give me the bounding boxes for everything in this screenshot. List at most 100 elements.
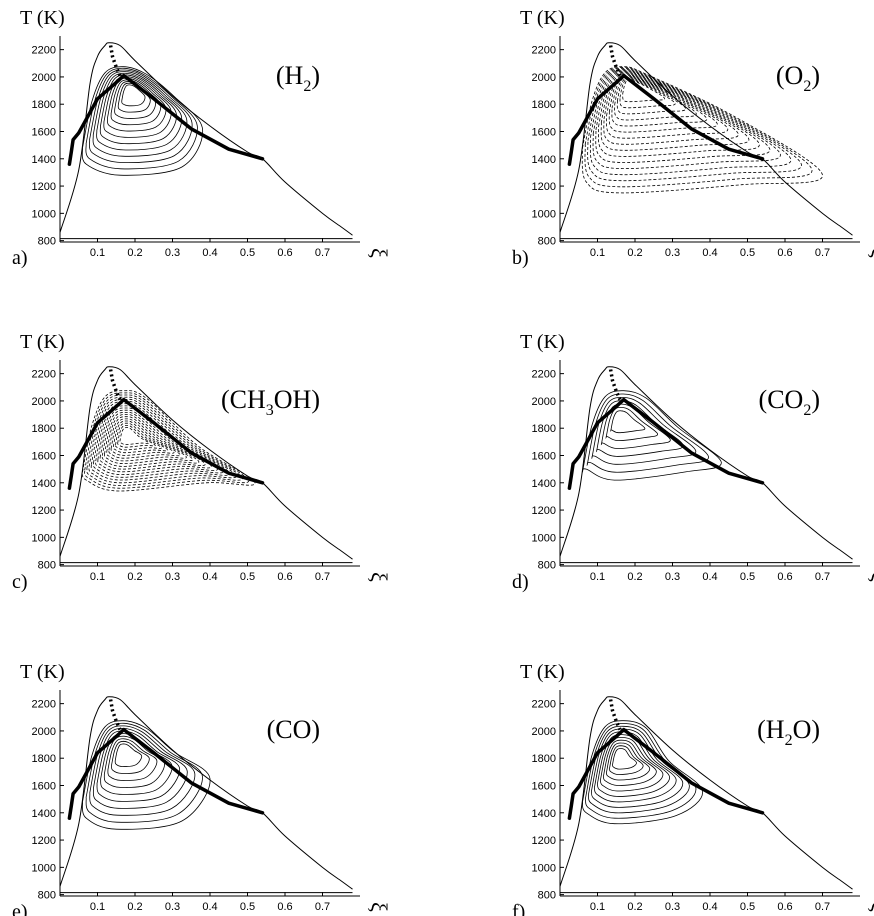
x-tick-label: 0.3 — [165, 571, 180, 583]
x-tick-label: 0.4 — [202, 901, 217, 913]
y-tick-label: 1600 — [532, 780, 556, 792]
x-axis-label: ξ — [867, 902, 874, 912]
contour-line — [85, 722, 203, 823]
contour-line — [114, 743, 143, 767]
x-tick-label: 0.3 — [165, 901, 180, 913]
y-tick-label: 1800 — [32, 423, 56, 435]
panel-c: 800 1000 1200 1400 1600 1800 2000 2200 0.1 0.2 0.3… — [12, 331, 392, 593]
contour-line — [103, 735, 165, 788]
y-axis-label: T (K) — [20, 661, 65, 683]
contour-line — [610, 410, 646, 434]
dotted-trajectory — [108, 699, 122, 731]
x-tick-label: 0.7 — [315, 901, 330, 913]
species-label-tail: ) — [811, 385, 820, 414]
y-tick-label: 1000 — [32, 862, 56, 874]
contour-line — [111, 740, 150, 774]
y-tick-label: 1600 — [32, 450, 56, 462]
x-tick-label: 0.3 — [165, 247, 180, 259]
contour-line — [582, 720, 703, 825]
contour-line — [88, 396, 237, 484]
contour-line — [95, 403, 219, 476]
contour-line — [90, 398, 231, 481]
x-tick-label: 0.6 — [277, 571, 292, 583]
x-tick-label: 0.5 — [240, 571, 255, 583]
contour-line — [99, 74, 177, 145]
x-tick-label: 0.4 — [202, 247, 217, 259]
species-label: (CO2) — [759, 385, 820, 419]
contour-line — [110, 79, 162, 126]
x-tick-label: 0.2 — [627, 571, 642, 583]
x-tick-label: 0.7 — [815, 571, 830, 583]
x-tick-label: 0.5 — [740, 901, 755, 913]
contour-line — [104, 411, 194, 465]
panel-d: 800 1000 1200 1400 1600 1800 2000 2200 0.1 0.2 0.3… — [512, 331, 874, 593]
panel-letter: b) — [512, 247, 529, 269]
species-label-subscript: 3 — [266, 402, 274, 419]
x-tick-label: 0.2 — [127, 901, 142, 913]
species-label-main: (CO — [759, 385, 804, 414]
contour-line — [106, 414, 187, 462]
contour-line — [581, 390, 722, 481]
contour-line — [595, 70, 771, 163]
x-tick-label: 0.2 — [127, 571, 142, 583]
y-tick-label: 1800 — [532, 423, 556, 435]
panel-letter: f) — [512, 901, 525, 916]
contour-line — [591, 396, 697, 465]
species-label-main: (H — [757, 715, 785, 744]
species-label: (H2O) — [757, 715, 820, 749]
thick-trajectory — [567, 73, 765, 166]
y-tick-label: 1000 — [532, 862, 556, 874]
x-tick-label: 0.1 — [90, 901, 105, 913]
x-axis-label: ξ — [867, 572, 874, 582]
contour-line — [591, 728, 684, 808]
x-tick-label: 0.6 — [277, 901, 292, 913]
y-tick-label: 1800 — [532, 99, 556, 111]
envelope-curve — [559, 696, 853, 890]
contour-line — [108, 416, 181, 459]
envelope-curve — [59, 42, 353, 236]
panel-letter: c) — [12, 571, 28, 593]
contour-line — [115, 422, 162, 451]
y-tick-label: 2000 — [532, 726, 556, 738]
y-tick-label: 800 — [538, 560, 556, 572]
dotted-trajectory — [608, 45, 622, 77]
species-label-subscript: 2 — [785, 732, 793, 749]
y-tick-label: 1400 — [532, 808, 556, 820]
x-tick-label: 0.1 — [90, 247, 105, 259]
contour-line — [614, 76, 697, 121]
y-tick-label: 1200 — [32, 835, 56, 847]
contour-line — [119, 427, 150, 445]
contour-line — [96, 72, 183, 151]
y-tick-label: 2200 — [532, 699, 556, 711]
x-tick-label: 0.7 — [315, 571, 330, 583]
species-label-tail: ) — [811, 61, 820, 90]
x-tick-label: 0.1 — [590, 901, 605, 913]
dotted-trajectory — [108, 45, 122, 77]
y-axis-label: T (K) — [520, 7, 565, 29]
dotted-trajectory — [608, 699, 622, 731]
y-tick-label: 1600 — [32, 126, 56, 138]
y-tick-label: 1000 — [532, 532, 556, 544]
panel-letter: d) — [512, 571, 529, 593]
contour-line — [117, 82, 151, 113]
species-label-main: (CO) — [267, 715, 320, 744]
contour-line — [598, 71, 760, 157]
envelope-curve — [559, 42, 853, 236]
x-tick-label: 0.2 — [127, 247, 142, 259]
contour-line — [606, 742, 651, 781]
x-tick-label: 0.7 — [815, 247, 830, 259]
contour-line — [89, 725, 196, 816]
contour-line — [86, 394, 243, 486]
contour-line — [84, 392, 250, 489]
panel-letter: e) — [12, 901, 28, 916]
x-tick-label: 0.1 — [590, 247, 605, 259]
contour-line — [594, 731, 677, 803]
thick-trajectory — [567, 397, 765, 490]
species-label-tail: O) — [793, 715, 820, 744]
y-tick-label: 1800 — [32, 99, 56, 111]
y-tick-label: 800 — [538, 890, 556, 902]
panel-e: 800 1000 1200 1400 1600 1800 2000 2200 0.1 0.2 0.3… — [12, 661, 392, 916]
species-label: (CO) — [267, 715, 320, 744]
contour-line — [81, 390, 256, 492]
